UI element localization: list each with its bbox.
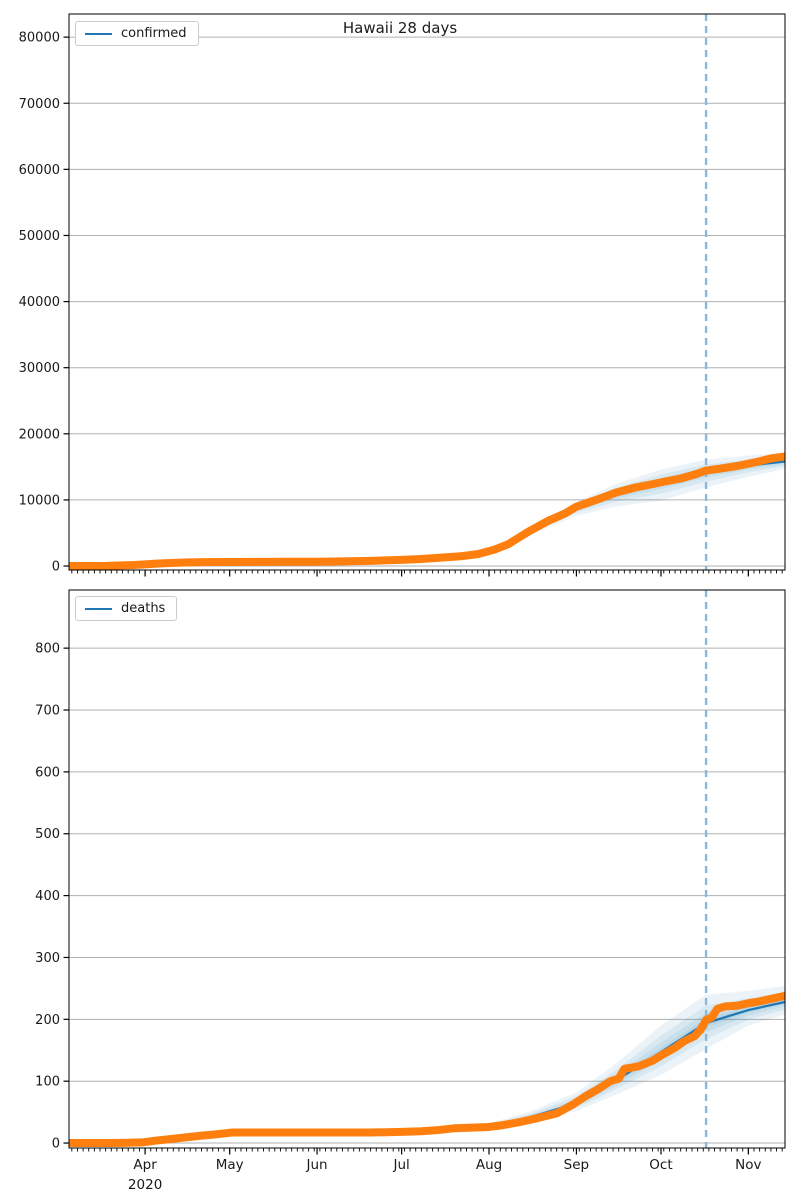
y-tick-label: 100: [35, 1075, 60, 1090]
deaths-line-sample-icon: [85, 607, 112, 610]
y-tick-label: 20000: [19, 427, 60, 442]
uncertainty-band: [317, 996, 785, 1133]
y-tick-label: 40000: [19, 295, 60, 310]
y-tick-label: 70000: [19, 97, 60, 112]
y-tick-label: 300: [35, 951, 60, 966]
legend-deaths: deaths: [75, 596, 178, 621]
y-tick-label: 200: [35, 1013, 60, 1028]
y-tick-label: 50000: [19, 229, 60, 244]
deaths_actual-line: [69, 991, 785, 1148]
x-tick-label: Apr: [133, 1157, 157, 1173]
y-tick-label: 800: [35, 642, 60, 657]
x-tick-label: Aug: [476, 1157, 502, 1173]
y-tick-label: 700: [35, 704, 60, 719]
x-tick-label: May: [216, 1157, 244, 1173]
y-tick-label: 30000: [19, 361, 60, 376]
confirmed-axes: 0 10000 20000 30000 40000 50000 60000 70000 8000…: [19, 13, 786, 577]
y-tick-label: 600: [35, 765, 60, 780]
y-tick-label: 400: [35, 889, 60, 904]
legend-label-confirmed: confirmed: [121, 26, 187, 41]
y-tick-label: 60000: [19, 163, 60, 178]
y-tick-label: 0: [52, 1137, 60, 1152]
x-tick-label: Oct: [649, 1157, 672, 1173]
confirmed_actual-line: [69, 452, 785, 570]
x-tick-label: Jun: [306, 1157, 328, 1173]
legend-confirmed: confirmed: [75, 21, 199, 46]
y-tick-label: 0: [52, 560, 60, 575]
y-tick-label: 10000: [19, 493, 60, 508]
x-year-label: 2020: [128, 1177, 162, 1193]
x-tick-label: Sep: [564, 1157, 589, 1173]
page-title: Hawaii 28 days: [342, 19, 458, 37]
y-tick-label: 80000: [19, 31, 60, 46]
x-tick-label: Nov: [735, 1157, 761, 1173]
legend-label-deaths: deaths: [121, 601, 166, 616]
x-tick-label: Jul: [392, 1157, 409, 1173]
uncertainty-band: [317, 985, 785, 1134]
deaths-axes: 0 100 200 300 400 500 600 700 800 Apr 2020 May Jun Ju…: [35, 589, 786, 1193]
y-tick-label: 500: [35, 827, 60, 842]
uncertainty-band: [401, 455, 785, 561]
confirmed-line-sample-icon: [85, 32, 112, 35]
uncertainty-band: [401, 458, 785, 561]
